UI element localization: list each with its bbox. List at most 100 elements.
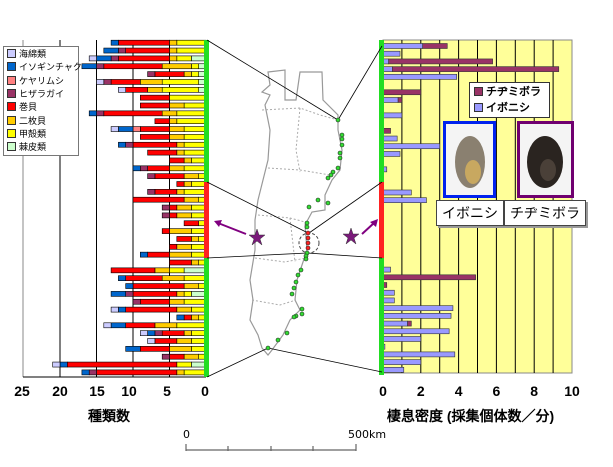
bar-segment — [161, 110, 178, 117]
bar-segment — [110, 55, 119, 62]
bar-segment — [191, 291, 207, 297]
bar-segment — [96, 369, 178, 376]
bar-segment — [147, 330, 156, 336]
bar-segment — [103, 63, 163, 70]
legend-swatch — [7, 75, 16, 85]
bar-segment — [147, 87, 163, 93]
bar-segment — [96, 55, 112, 62]
bar-segment — [176, 47, 207, 54]
bar-segment — [147, 149, 178, 156]
bar-segment — [176, 291, 185, 297]
bar-segment — [88, 369, 97, 376]
bar-segment — [132, 196, 185, 203]
bar-segment — [147, 189, 156, 195]
bar-segment — [176, 110, 207, 117]
bar-segment — [176, 236, 192, 242]
bar-segment — [169, 157, 185, 164]
bar-segment — [176, 141, 185, 148]
legend-item: 二枚貝 — [4, 113, 78, 127]
bar-segment — [382, 297, 395, 304]
right-region-highlight — [379, 182, 384, 258]
bar-segment — [140, 134, 170, 140]
bar-segment — [140, 165, 148, 172]
legend-label-iboni: イボニシ — [486, 101, 530, 114]
bar-segment — [388, 58, 493, 65]
site-dot-highlight — [305, 245, 311, 251]
bar-segment — [169, 353, 185, 360]
bar-segment — [140, 126, 170, 132]
bar-segment — [382, 97, 399, 103]
bar-segment — [169, 134, 185, 140]
bar-segment — [140, 251, 148, 258]
site-dot — [291, 285, 297, 291]
legend-label: 二枚貝 — [19, 116, 47, 127]
bar-segment — [169, 244, 178, 250]
bar-segment — [169, 298, 185, 305]
bar-segment — [191, 157, 207, 164]
bar-segment — [382, 351, 456, 358]
x-tick-label: 6 — [492, 383, 501, 399]
legend-swatch — [7, 89, 16, 99]
bar-segment — [176, 149, 185, 156]
legend-item: 巻貝 — [4, 100, 78, 113]
bar-segment — [110, 126, 119, 132]
bar-segment — [191, 236, 199, 242]
bar-segment — [154, 322, 178, 329]
bar-segment — [140, 298, 170, 305]
survey-sites — [265, 117, 345, 351]
species-legend: チヂミボラ イボニシ — [469, 82, 550, 118]
bar-segment — [183, 102, 207, 109]
site-dot — [303, 256, 309, 262]
scale-end-label: 500km — [348, 428, 387, 441]
bar-segment — [191, 71, 199, 77]
site-dot — [265, 345, 271, 351]
bar-segment — [103, 322, 112, 329]
site-dot — [299, 311, 305, 317]
bar-segment — [382, 289, 395, 296]
bar-segment — [183, 173, 200, 179]
legend-label: 海綿類 — [19, 50, 47, 61]
bar-segment — [183, 189, 207, 195]
iboni-photo — [443, 121, 496, 198]
bar-segment — [183, 330, 192, 336]
bar-segment — [132, 298, 141, 305]
site-dot — [299, 306, 305, 312]
bar-segment — [407, 320, 412, 327]
bar-segment — [191, 228, 207, 234]
bar-segment — [140, 330, 148, 336]
bar-segment — [147, 71, 156, 77]
bar-segment — [392, 66, 560, 72]
bar-segment — [382, 89, 422, 96]
bar-segment — [169, 259, 192, 266]
bar-segment — [382, 50, 401, 57]
bar-segment — [161, 330, 185, 336]
x-tick-label: 5 — [163, 383, 171, 399]
chijimi-label: チヂミボラ — [504, 200, 586, 226]
legend-swatch — [7, 128, 16, 138]
bar-segment — [176, 189, 185, 195]
legend-swatch — [7, 142, 16, 152]
bar-segment — [103, 47, 119, 54]
bar-segment — [118, 55, 170, 62]
legend-label: ケヤリムシ — [19, 76, 65, 87]
bar-segment — [382, 367, 405, 373]
bar-segment — [118, 39, 170, 46]
bar-segment — [161, 63, 192, 70]
bar-segment — [176, 306, 192, 313]
bar-segment — [176, 338, 192, 344]
bar-segment — [382, 313, 452, 319]
bar-segment — [169, 251, 192, 258]
bar-segment — [176, 55, 192, 62]
site-dot — [315, 197, 321, 203]
bar-segment — [169, 47, 178, 54]
bar-segment — [154, 338, 178, 344]
legend-label-chijimi: チヂミボラ — [486, 85, 541, 98]
bar-segment — [81, 369, 90, 376]
bar-segment — [169, 267, 185, 274]
legend-item: ヒザラガイ — [4, 87, 78, 100]
iboni-label: イボニシ — [436, 200, 504, 226]
x-tick-label: 8 — [530, 383, 539, 399]
bar-segment — [176, 204, 192, 211]
left-x-axis-label: 種類数 — [88, 408, 130, 424]
